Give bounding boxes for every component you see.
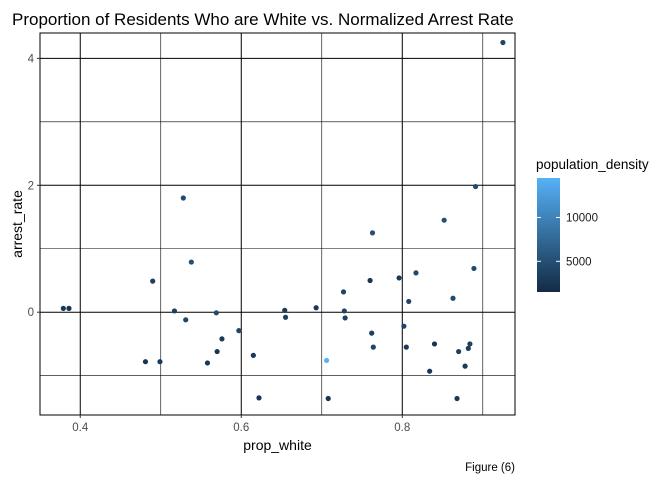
data-points	[60, 39, 506, 402]
legend-title: population_density	[536, 157, 649, 172]
data-point	[467, 341, 473, 347]
grid-lines	[40, 33, 515, 415]
data-point	[214, 348, 220, 355]
data-point	[472, 183, 479, 190]
data-point	[342, 315, 348, 321]
data-point	[282, 314, 289, 320]
data-point	[60, 305, 66, 311]
x-tick-label: 0.4	[72, 422, 89, 434]
legend-breaks: 5000 10000	[537, 212, 598, 268]
y-tick-label: 4	[28, 53, 35, 65]
data-point	[150, 278, 156, 284]
y-axis-title: arrest_rate	[9, 190, 25, 258]
figure-caption: Figure (6)	[465, 462, 515, 474]
data-point	[171, 308, 178, 314]
color-legend: population_density 5000 10000	[536, 157, 649, 292]
data-point	[250, 352, 256, 358]
x-tick-label: 0.6	[233, 422, 249, 434]
data-point	[454, 395, 460, 402]
data-point	[180, 195, 186, 201]
data-point	[462, 363, 468, 369]
data-point	[183, 317, 189, 323]
data-point	[188, 259, 194, 265]
data-point	[341, 308, 347, 314]
data-point	[401, 323, 407, 329]
data-point	[403, 344, 409, 350]
data-point	[396, 275, 402, 281]
data-point	[431, 341, 438, 347]
axes: 0.4 0.6 0.8 0 2 4	[28, 53, 411, 434]
data-point	[370, 344, 376, 350]
y-tick-label: 0	[28, 307, 34, 319]
data-point	[450, 295, 456, 301]
y-tick-label: 2	[28, 180, 34, 192]
data-point	[441, 217, 447, 223]
legend-break-label: 5000	[566, 256, 592, 268]
data-point	[406, 298, 412, 305]
legend-colorbar	[537, 178, 560, 292]
data-point	[465, 345, 471, 351]
data-point	[500, 39, 506, 46]
data-point	[369, 230, 376, 236]
data-point	[369, 330, 375, 336]
data-point	[282, 307, 288, 313]
data-point	[213, 310, 219, 316]
data-point	[256, 395, 262, 401]
data-point	[413, 270, 419, 276]
data-point	[313, 305, 319, 311]
data-point	[456, 348, 462, 355]
data-point	[367, 277, 373, 284]
x-tick-label: 0.8	[394, 422, 410, 434]
data-point	[204, 360, 211, 366]
data-point	[325, 395, 331, 402]
data-point	[142, 359, 149, 365]
data-point	[340, 289, 347, 295]
plot-panel-border	[39, 32, 516, 416]
data-point	[219, 336, 225, 342]
data-point	[471, 265, 477, 272]
data-point	[324, 357, 330, 364]
data-point	[236, 328, 242, 334]
data-point	[427, 368, 433, 374]
legend-break-label: 10000	[566, 212, 598, 224]
data-point	[157, 359, 163, 365]
x-axis-title: prop_white	[243, 437, 312, 453]
data-point	[66, 305, 72, 311]
chart-title: Proportion of Residents Who are White vs…	[12, 10, 514, 29]
